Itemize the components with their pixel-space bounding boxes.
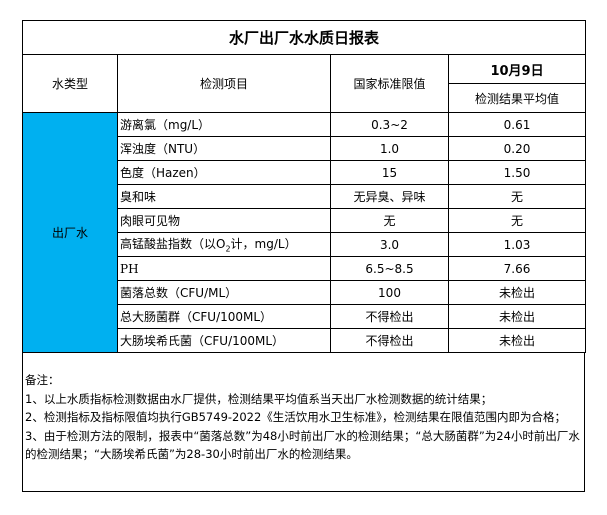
table-row: 肉眼可见物无无 bbox=[23, 208, 587, 233]
item-cell: 大肠埃希氏菌（CFU/100ML） bbox=[117, 328, 331, 353]
item-cell: 总大肠菌群（CFU/100ML） bbox=[117, 304, 331, 329]
table-row: 浑浊度（NTU） 1.0 0.20 bbox=[23, 136, 587, 161]
item-cell: 肉眼可见物 bbox=[117, 208, 331, 233]
value-cell: 1.50 bbox=[447, 160, 587, 185]
header-item: 检测项目 bbox=[117, 54, 331, 113]
limit-cell: 不得检出 bbox=[330, 304, 449, 329]
notes-heading: 备注： bbox=[25, 373, 60, 387]
note-line: 3、由于检测方法的限制，报表中“菌落总数”为48小时前出厂水的检测结果；“总大肠… bbox=[25, 428, 580, 462]
note-line: 1、以上水质指标检测数据由水厂提供，检测结果平均值系当天出厂水检测数据的统计结果… bbox=[25, 391, 493, 406]
report-title: 水厂出厂水水质日报表 bbox=[21, 20, 587, 55]
value-cell: 0.20 bbox=[447, 136, 587, 161]
value-cell: 0.61 bbox=[447, 112, 587, 137]
table-row: PH 6.5~8.5 7.66 bbox=[23, 256, 587, 281]
item-text: 计，mg/L） bbox=[230, 237, 297, 252]
item-cell: 色度（Hazen） bbox=[117, 160, 331, 185]
limit-cell: 不得检出 bbox=[330, 328, 449, 353]
limit-cell: 无 bbox=[330, 208, 449, 233]
limit-cell: 15 bbox=[330, 160, 449, 185]
header-water-type: 水类型 bbox=[22, 54, 118, 113]
item-cell: 高锰酸盐指数（以O2计，mg/L） bbox=[117, 232, 331, 257]
note-line: 2、检测指标及指标限值均执行GB5749-2022《生活饮用水卫生标准》，检测结… bbox=[25, 410, 567, 424]
value-cell: 7.66 bbox=[447, 256, 587, 281]
value-cell: 无 bbox=[447, 208, 587, 233]
item-cell: 游离氯（mg/L） bbox=[117, 112, 331, 137]
item-cell: 菌落总数（CFU/ML） bbox=[117, 280, 331, 305]
value-cell: 1.03 bbox=[447, 232, 587, 257]
header-date: 10月9日 bbox=[447, 54, 587, 84]
item-text: 高锰酸盐指数（以O bbox=[120, 237, 226, 252]
limit-cell: 3.0 bbox=[330, 232, 449, 257]
water-type-cell: 出厂水 bbox=[22, 112, 118, 353]
header-average: 检测结果平均值 bbox=[447, 83, 587, 113]
limit-cell: 100 bbox=[330, 280, 449, 305]
limit-cell: 6.5~8.5 bbox=[330, 256, 449, 281]
limit-cell: 无异臭、异味 bbox=[330, 184, 449, 209]
limit-cell: 1.0 bbox=[330, 136, 449, 161]
water-quality-table: 水厂出厂水水质日报表 水类型 检测项目 国家标准限值 10月9日 检测结果平均值… bbox=[21, 20, 587, 353]
table-row: 臭和味 无异臭、异味无 bbox=[23, 184, 587, 209]
header-limit: 国家标准限值 bbox=[330, 54, 449, 113]
value-cell: 无 bbox=[447, 184, 587, 209]
item-cell: 臭和味 bbox=[117, 184, 331, 209]
limit-cell: 0.3~2 bbox=[330, 112, 449, 137]
value-cell: 未检出 bbox=[447, 280, 587, 305]
table-row: 出厂水 游离氯（mg/L） 0.3~2 0.61 bbox=[22, 112, 587, 353]
table-row: 色度（Hazen） 15 1.50 bbox=[23, 160, 587, 185]
table-row: 菌落总数（CFU/ML） 100 未检出 bbox=[23, 280, 587, 305]
table-row: 大肠埃希氏菌（CFU/100ML） 不得检出 未检出 bbox=[23, 328, 587, 353]
value-cell: 未检出 bbox=[447, 304, 587, 329]
value-cell: 未检出 bbox=[447, 328, 587, 353]
table-row: 高锰酸盐指数（以O2计，mg/L） 3.0 1.03 bbox=[23, 232, 587, 257]
item-cell: 浑浊度（NTU） bbox=[117, 136, 331, 161]
item-subscript: 2 bbox=[225, 244, 231, 254]
notes-box: 备注： 1、以上水质指标检测数据由水厂提供，检测结果平均值系当天出厂水检测数据的… bbox=[22, 353, 585, 492]
item-cell: PH bbox=[117, 256, 331, 281]
